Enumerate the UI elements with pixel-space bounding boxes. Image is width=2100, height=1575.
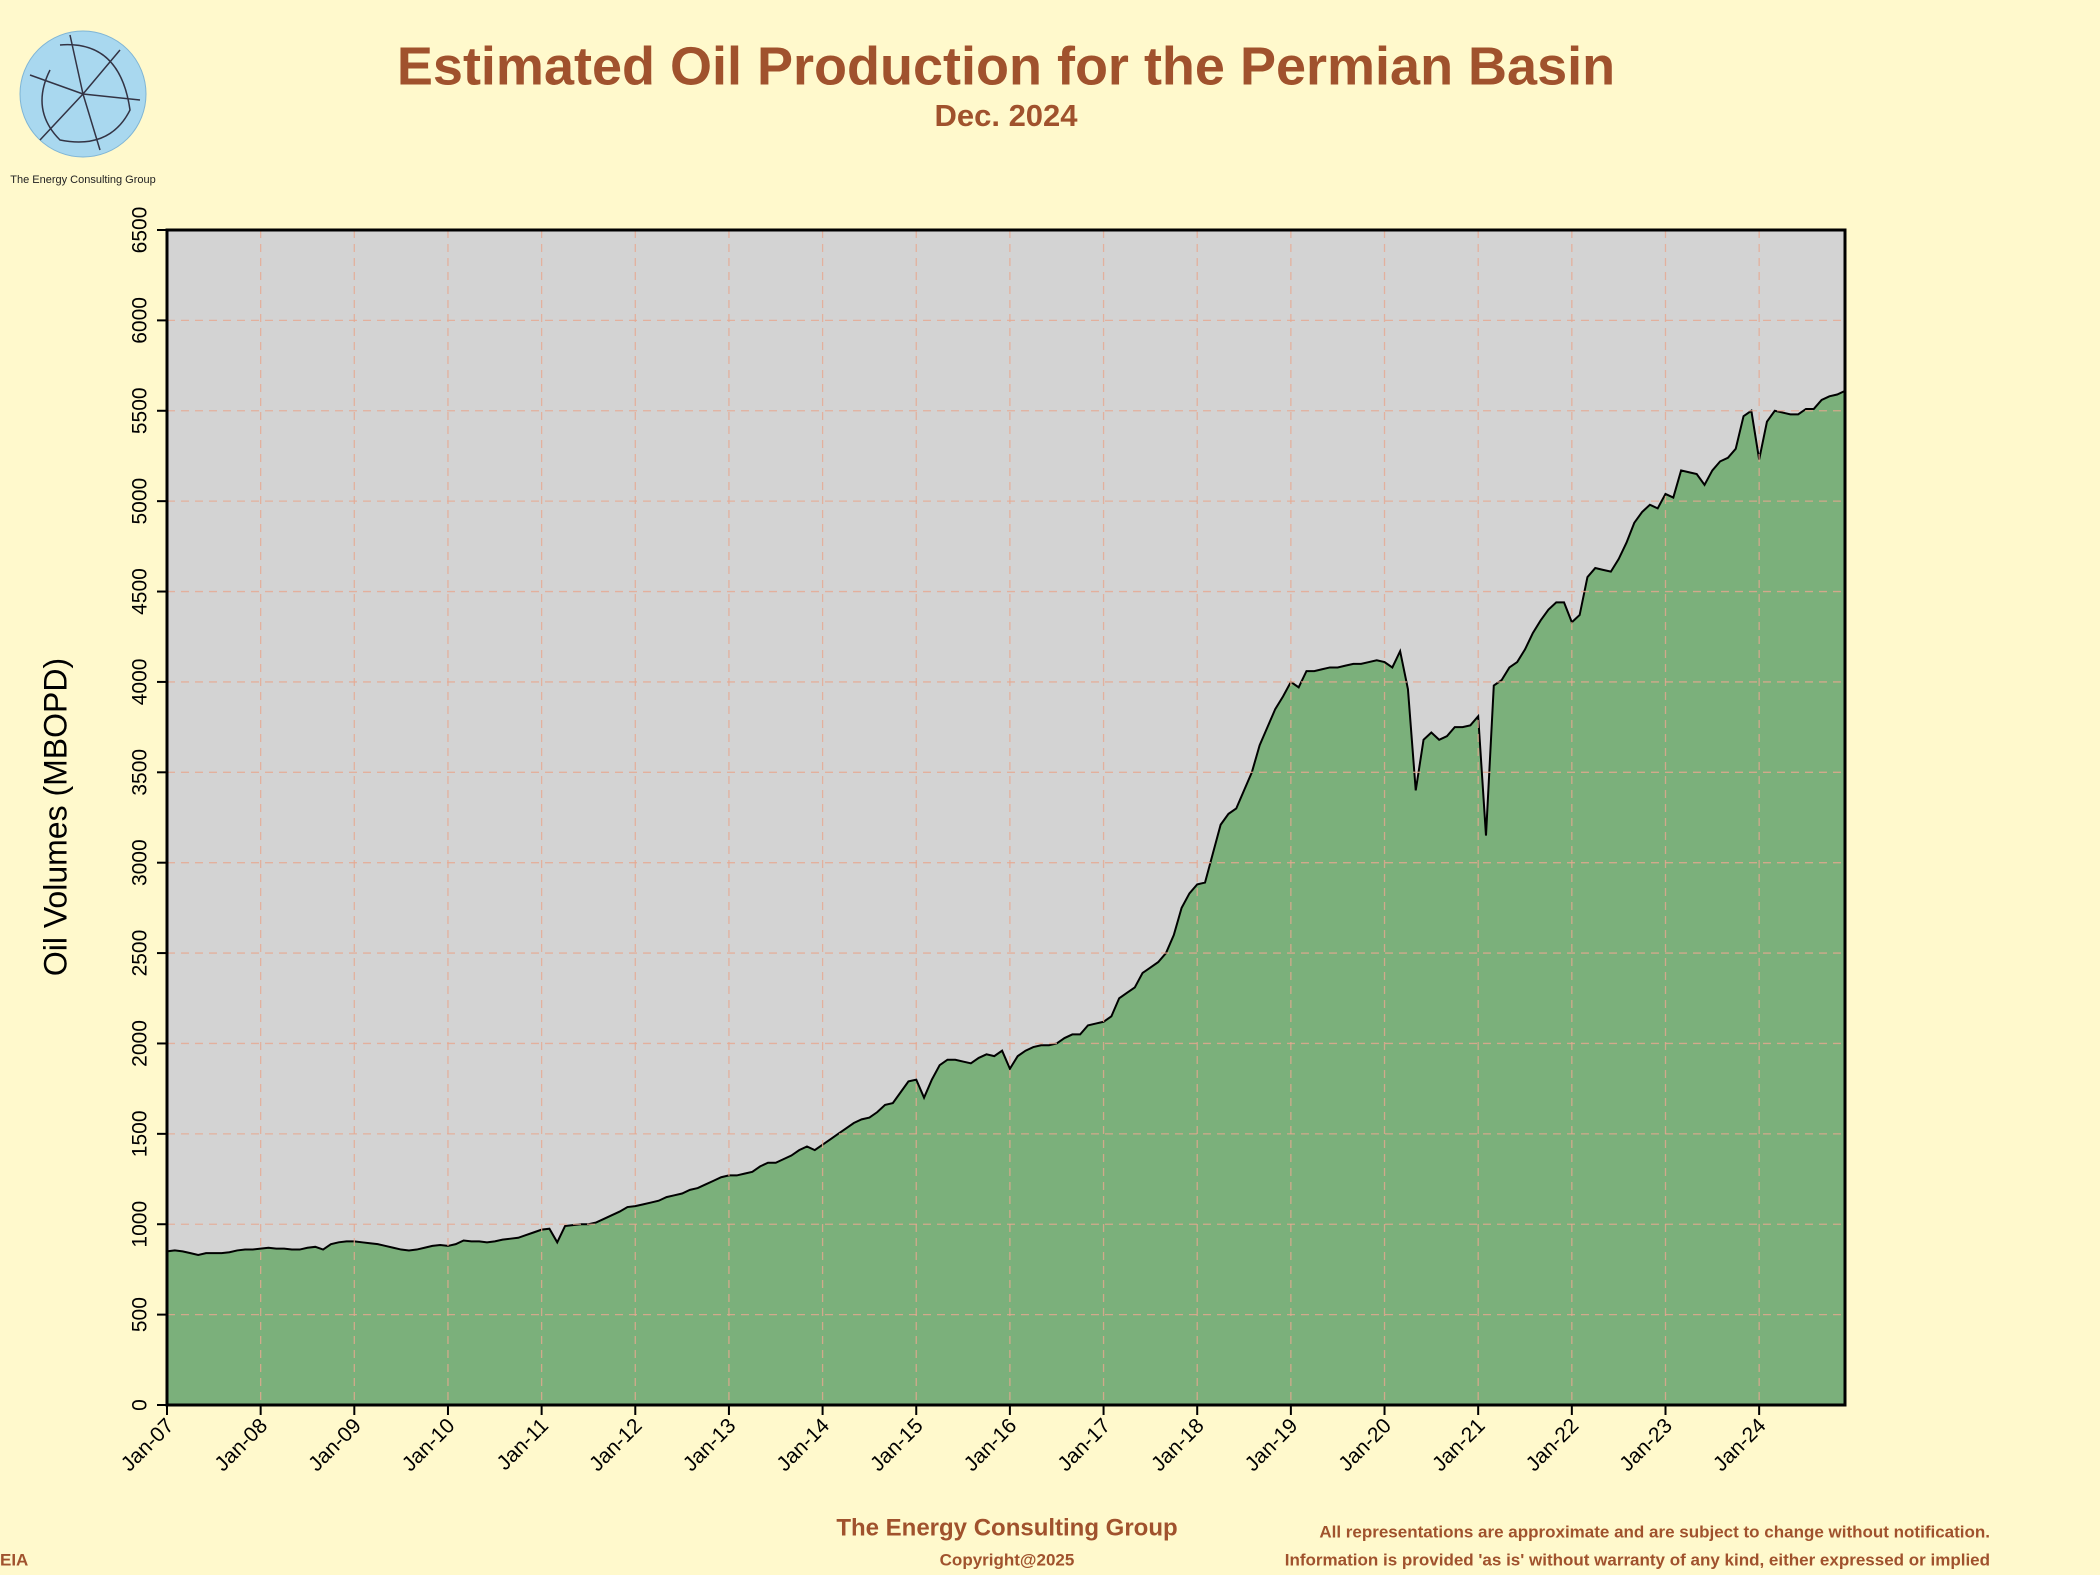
y-tick-label: 2000 (129, 1020, 152, 1067)
y-tick-label: 1000 (129, 1201, 152, 1248)
y-tick-label: 5500 (129, 387, 152, 434)
chart-subtitle: Dec. 2024 (934, 98, 1078, 133)
footer-copyright: Copyright@2025 (940, 1550, 1075, 1569)
y-tick-label: 4500 (129, 568, 152, 615)
y-tick-label: 3000 (129, 839, 152, 886)
y-tick-label: 1500 (129, 1110, 152, 1157)
logo-text: The Energy Consulting Group (10, 174, 156, 186)
source: EIA (0, 1550, 28, 1569)
logo-swirl (29, 34, 141, 151)
line (166, 389, 1846, 1256)
disclaimer: Information is provided 'as is' without … (1285, 1550, 1990, 1569)
logo: The Energy Consulting Group (10, 30, 156, 186)
y-axis-label: Oil Volumes (MBOPD) (37, 658, 73, 976)
chart-title: Estimated Oil Production for the Permian… (397, 36, 1615, 96)
y-tick-label: 6500 (129, 207, 152, 254)
y-tick-label: 4000 (129, 659, 152, 706)
y-tick-label: 0 (129, 1399, 152, 1411)
footer-company: The Energy Consulting Group (836, 1514, 1177, 1541)
plot-border (165, 228, 1847, 1407)
y-tick-label: 500 (129, 1297, 152, 1332)
y-tick-label: 3500 (129, 749, 152, 796)
y-tick-label: 6000 (129, 297, 152, 344)
y-tick-label: 2500 (129, 930, 152, 977)
y-tick-label: 5000 (129, 478, 152, 525)
area (167, 390, 1845, 1405)
disclaimer: All representations are approximate and … (1319, 1522, 1990, 1541)
